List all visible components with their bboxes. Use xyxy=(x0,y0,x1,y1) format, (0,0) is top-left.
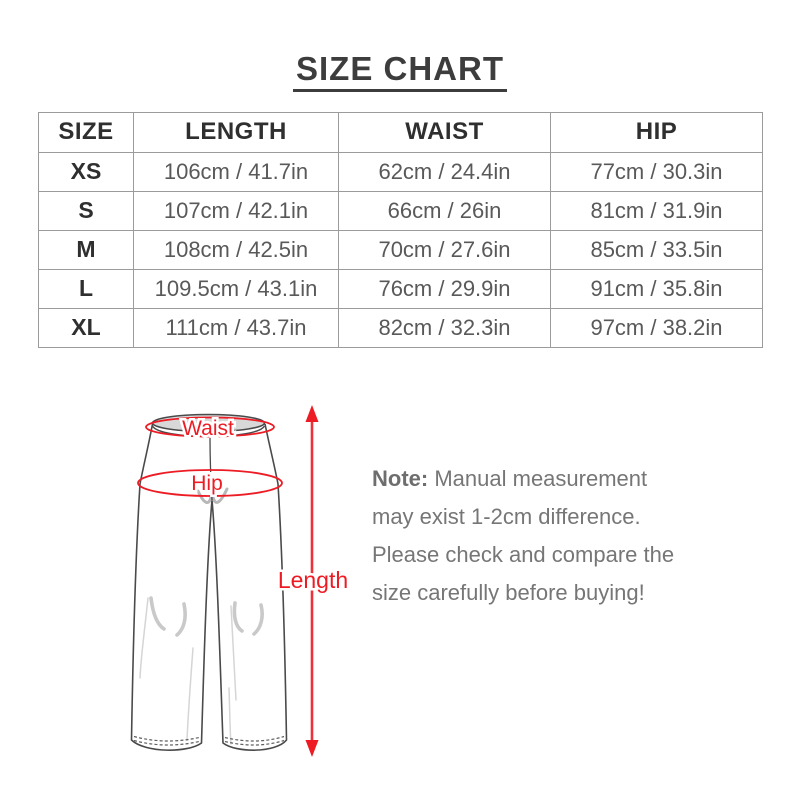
waist-cell: 70cm / 27.6in xyxy=(338,229,551,270)
length-arrow xyxy=(305,405,319,757)
knee-shading xyxy=(149,596,264,637)
size-cell: M xyxy=(38,229,134,270)
arrow-down-head xyxy=(305,740,319,757)
pants-measurement-diagram: Waist Hip Length xyxy=(100,388,360,783)
header-cell-length: LENGTH xyxy=(133,111,339,153)
size-chart-table: SIZE LENGTH WAIST HIP XS 106cm / 41.7in … xyxy=(38,111,763,348)
table-row: XL 111cm / 43.7in 82cm / 32.3in 97cm / 3… xyxy=(38,307,763,348)
size-cell: XL xyxy=(38,307,134,348)
length-cell: 106cm / 41.7in xyxy=(133,151,339,192)
waist-cell: 66cm / 26in xyxy=(338,190,551,231)
title-area: SIZE CHART xyxy=(0,0,800,92)
size-cell: L xyxy=(38,268,134,309)
note-text: Manual measurement may exist 1-2cm diffe… xyxy=(372,466,675,605)
waist-label: Waist xyxy=(182,417,234,440)
hip-cell: 81cm / 31.9in xyxy=(550,190,763,231)
fabric-creases xyxy=(139,597,237,745)
waist-cell: 82cm / 32.3in xyxy=(338,307,551,348)
table-header-row: SIZE LENGTH WAIST HIP xyxy=(38,111,763,153)
header-cell-size: SIZE xyxy=(38,111,134,153)
hip-measure-ellipse xyxy=(137,469,283,497)
hem-stitches xyxy=(133,735,285,746)
page-title: SIZE CHART xyxy=(293,51,507,92)
hip-cell: 77cm / 30.3in xyxy=(550,151,763,192)
header-cell-hip: HIP xyxy=(550,111,763,153)
hip-cell: 85cm / 33.5in xyxy=(550,229,763,270)
waist-cell: 62cm / 24.4in xyxy=(338,151,551,192)
table-row: S 107cm / 42.1in 66cm / 26in 81cm / 31.9… xyxy=(38,190,763,231)
pants-diagram-svg: Waist Hip Length xyxy=(130,405,351,757)
length-cell: 108cm / 42.5in xyxy=(133,229,339,270)
hip-cell: 91cm / 35.8in xyxy=(550,268,763,309)
table-row: M 108cm / 42.5in 70cm / 27.6in 85cm / 33… xyxy=(38,229,763,270)
header-cell-waist: WAIST xyxy=(338,111,551,153)
waist-measure-ellipse xyxy=(145,416,275,438)
crotch-shading xyxy=(196,487,229,504)
note-label: Note: xyxy=(372,466,429,491)
size-cell: XS xyxy=(38,151,134,192)
length-label: Length xyxy=(278,567,348,593)
waist-cell: 76cm / 29.9in xyxy=(338,268,551,309)
table-row: XS 106cm / 41.7in 62cm / 24.4in 77cm / 3… xyxy=(38,151,763,192)
length-cell: 109.5cm / 43.1in xyxy=(133,268,339,309)
measurement-note: Note: Manual measurement may exist 1-2cm… xyxy=(372,460,690,612)
length-cell: 107cm / 42.1in xyxy=(133,190,339,231)
hip-label: Hip xyxy=(191,472,223,495)
table-row: L 109.5cm / 43.1in 76cm / 29.9in 91cm / … xyxy=(38,268,763,309)
size-cell: S xyxy=(38,190,134,231)
hip-cell: 97cm / 38.2in xyxy=(550,307,763,348)
length-cell: 111cm / 43.7in xyxy=(133,307,339,348)
arrow-up-head xyxy=(305,405,319,422)
